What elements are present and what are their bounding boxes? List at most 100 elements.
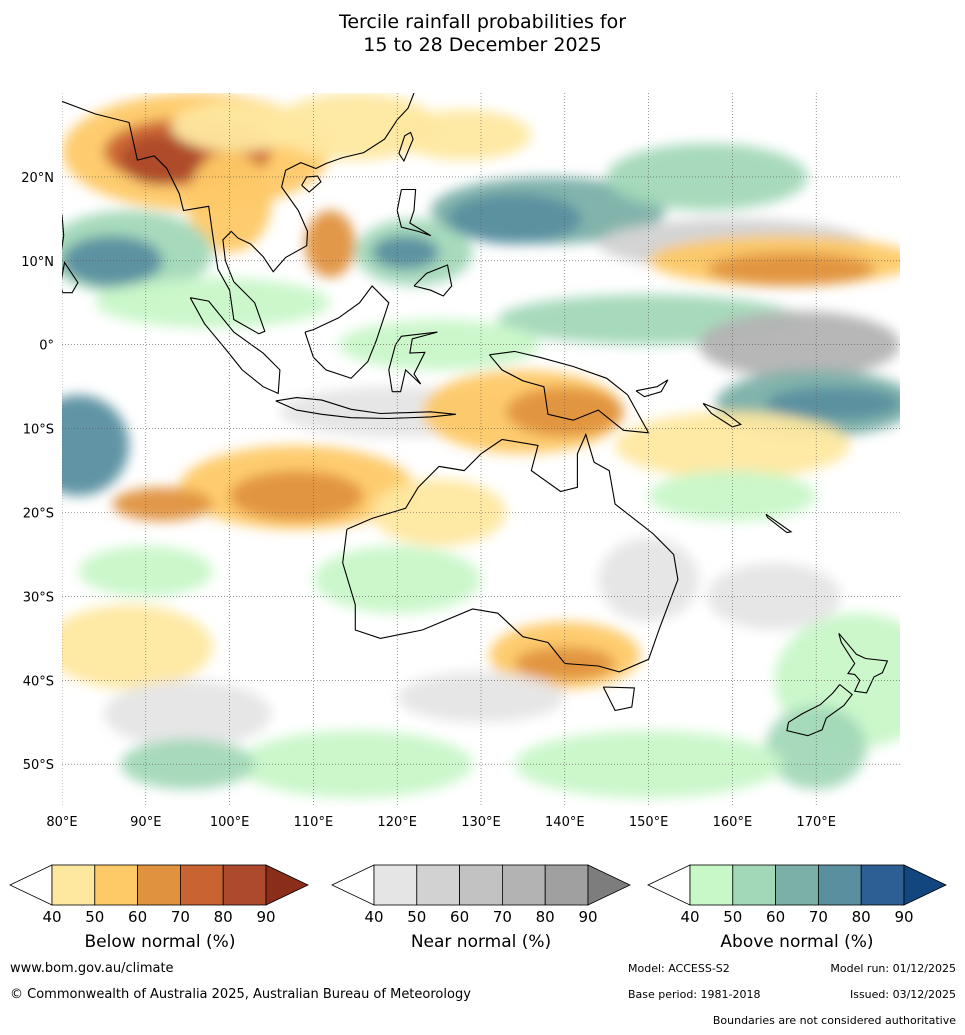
colorbar-high-extend (587, 864, 631, 906)
near-normal-title: Near normal (%) (410, 932, 552, 952)
coastline (342, 432, 679, 673)
map-title-line-1: Tercile rainfall probabilities for (338, 11, 627, 33)
colorbar-0: 40 50 60 70 80 90 (9, 864, 309, 926)
coastlines (62, 93, 889, 737)
colorbar-segment (860, 864, 905, 906)
probability-patch (120, 134, 205, 186)
coastline (62, 93, 415, 335)
probability-patch (372, 478, 507, 547)
probability-patch (78, 546, 213, 597)
website-link[interactable]: www.bom.gov.au/climate (10, 961, 174, 976)
probability-patch (170, 101, 306, 152)
issued-date: Issued: 03/12/2025 (849, 988, 956, 1001)
colorbar-segment (137, 864, 181, 906)
colorbar-segment (51, 864, 96, 906)
colorbar-low-extend (647, 864, 691, 906)
map-canvas: 20°N 10°N 0° 10°S 20°S 30°S 40°S 50°S 80°E 90°E 1… (21, 93, 900, 830)
latitude-label: 20°S (23, 507, 54, 522)
longitude-label: 140°E (545, 815, 585, 830)
longitude-label: 120°E (377, 815, 417, 830)
colorbar-segment (732, 864, 776, 906)
coastline (304, 285, 390, 379)
colorbar-tick-label: 50 (723, 908, 742, 926)
colorbar-tick-label: 70 (493, 908, 512, 926)
longitude-label: 100°E (210, 815, 250, 830)
coastline (838, 632, 889, 694)
colorbar-1: 40 50 60 70 80 90 (331, 864, 631, 926)
base-period: Base period: 1981-2018 (628, 988, 761, 1001)
above-normal-title: Above normal (%) (720, 932, 874, 952)
coastline (396, 188, 431, 237)
colorbar-segment (222, 864, 267, 906)
latitude-label: 40°S (23, 674, 54, 689)
longitude-label: 170°E (796, 815, 836, 830)
colorbar-segment (689, 864, 734, 906)
coastline (413, 264, 453, 297)
probability-patch (698, 311, 900, 379)
colorbar-segment (373, 864, 418, 906)
probability-patch (62, 395, 130, 496)
coastline (301, 175, 322, 193)
colorbar-segment (459, 864, 503, 906)
colorbar-tick-label: 50 (407, 908, 426, 926)
latitude-label: 30°S (23, 590, 54, 605)
colorbar-segment (818, 864, 862, 906)
coastline (702, 402, 743, 428)
probability-patch (447, 193, 582, 245)
probability-patch (120, 739, 255, 790)
model-run-date: Model run: 01/12/2025 (830, 962, 956, 975)
coastline (398, 131, 414, 163)
model-name: Model: ACCESS-S2 (628, 962, 730, 975)
colorbar-segment (416, 864, 460, 906)
probability-patch (397, 109, 532, 161)
coastline (62, 214, 65, 270)
colorbar-tick-label: 50 (85, 908, 104, 926)
colorbar-tick-label: 60 (450, 908, 469, 926)
colorbar-tick-label: 70 (171, 908, 190, 926)
colorbar-low-extend (331, 864, 375, 906)
colorbar-segment (544, 864, 589, 906)
colorbar-2: 40 50 60 70 80 90 (647, 864, 947, 926)
coastline (488, 350, 650, 434)
probability-patch (765, 386, 900, 421)
colorbar-tick-label: 40 (680, 908, 699, 926)
latitude-labels: 20°N 10°N 0° 10°S 20°S 30°S 40°S 50°S (21, 171, 54, 773)
boundaries-disclaimer: Boundaries are not considered authoritat… (712, 1014, 956, 1027)
longitude-label: 160°E (713, 815, 753, 830)
probability-patch (62, 604, 213, 689)
coastline (189, 297, 281, 395)
longitude-labels: 80°E 90°E 100°E 110°E 120°E 130°E 140°E 150°E 16… (46, 815, 836, 830)
latitude-label: 20°N (21, 171, 54, 186)
probability-patch (338, 319, 540, 370)
colorbar-segment (775, 864, 819, 906)
probability-patch (305, 210, 356, 278)
coastline (602, 686, 636, 712)
probability-patch (397, 671, 565, 723)
colorbar-high-extend (265, 864, 309, 906)
latitude-label: 10°S (23, 423, 54, 438)
probability-patch (229, 470, 364, 521)
colorbar-tick-label: 80 (536, 908, 555, 926)
colorbar-high-extend (903, 864, 947, 906)
gridlines (62, 93, 900, 806)
colorbar-segment (94, 864, 139, 906)
colorbar-segment (179, 864, 224, 906)
longitude-label: 130°E (461, 815, 501, 830)
probability-patch (237, 730, 473, 798)
colorbar-tick-label: 90 (894, 908, 913, 926)
probability-patch (514, 730, 783, 798)
probability-patch (95, 277, 331, 328)
probability-patch (103, 680, 272, 748)
coastline (275, 397, 456, 420)
below-normal-title: Below normal (%) (84, 932, 236, 952)
probability-patch (112, 487, 213, 521)
copyright-text: © Commonwealth of Australia 2025, Austra… (10, 987, 471, 1002)
latitude-label: 10°N (21, 255, 54, 270)
probability-patch (271, 93, 440, 161)
colorbar-low-extend (9, 864, 53, 906)
colorbar-tick-label: 80 (214, 908, 233, 926)
colorbar-legend: 40 50 60 70 80 90 40 50 60 70 80 90 40 50 60 70 80 90 (9, 864, 947, 926)
longitude-label: 80°E (46, 815, 77, 830)
coastline (765, 513, 793, 534)
colorbar-tick-label: 60 (766, 908, 785, 926)
